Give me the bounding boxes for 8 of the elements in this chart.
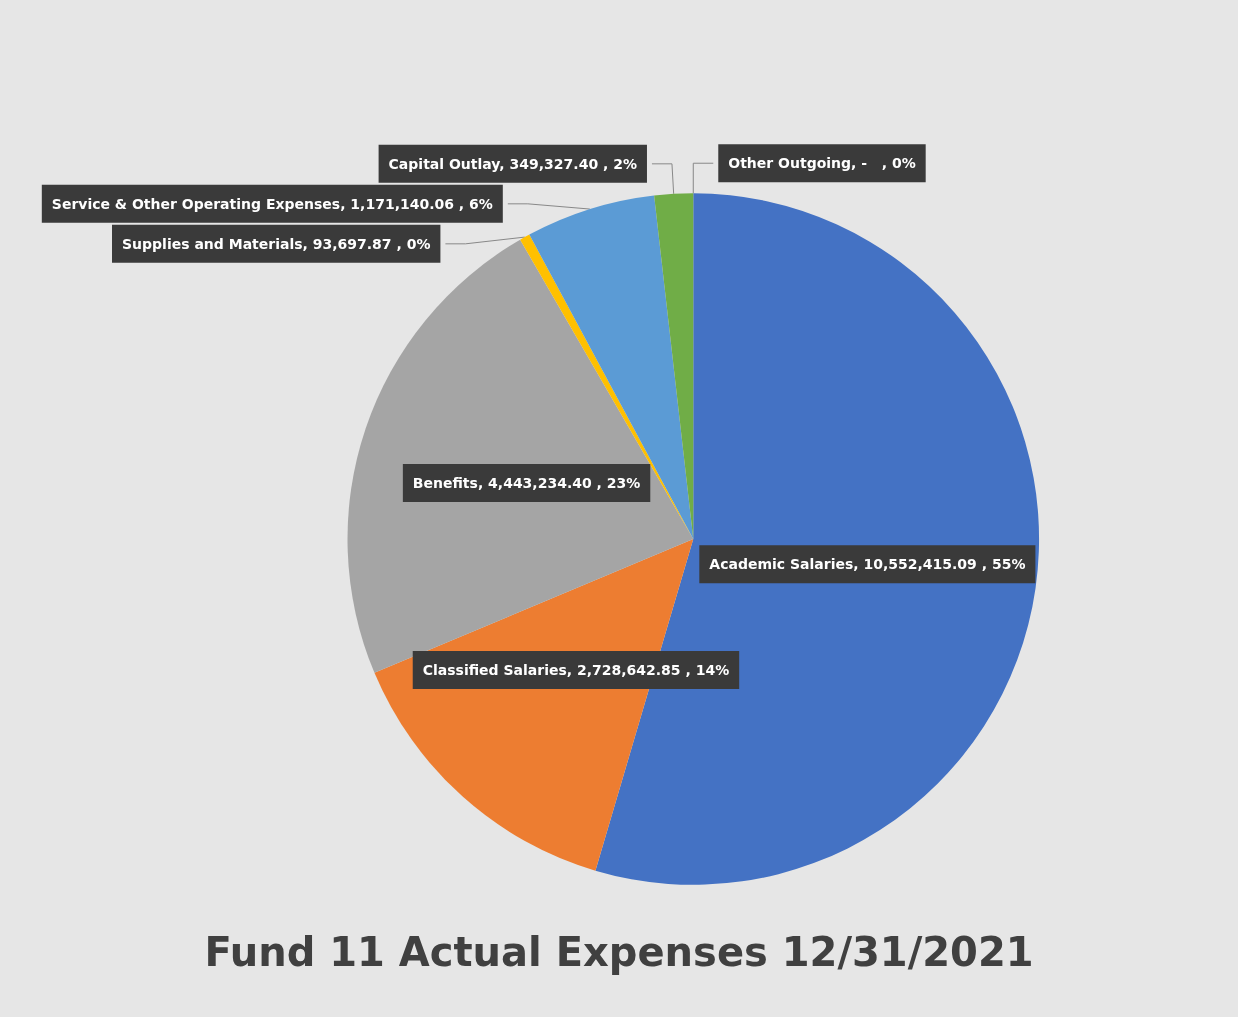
slice-label: Supplies and Materials, 93,697.87 , 0% xyxy=(122,235,431,252)
text: Fund 11 Actual Expenses 12/31/2021 xyxy=(204,929,1034,975)
slice-label: Classified Salaries, 2,728,642.85 , 14% xyxy=(422,662,730,679)
slice-label: Capital Outlay, 349,327.40 , 2% xyxy=(388,155,637,172)
slice-label: Benefits, 4,443,234.40 , 23% xyxy=(412,474,641,491)
slice-label: Academic Salaries, 10,552,415.09 , 55% xyxy=(709,556,1026,573)
category-label: Other Outgoing, - , 0% xyxy=(728,155,916,172)
slice-label: Service & Other Operating Expenses, 1,171,140.06 , 6% xyxy=(51,195,493,212)
